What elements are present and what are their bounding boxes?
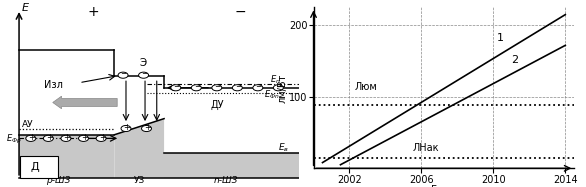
- Polygon shape: [114, 119, 164, 178]
- Text: ЛНак: ЛНак: [413, 143, 439, 153]
- Text: −: −: [235, 82, 241, 91]
- Circle shape: [118, 72, 128, 78]
- Text: −: −: [194, 82, 200, 91]
- Circle shape: [139, 72, 149, 78]
- Text: +: +: [46, 133, 53, 142]
- Circle shape: [43, 135, 53, 141]
- Text: −: −: [255, 82, 261, 91]
- Text: $E_{п}$: $E_{п}$: [270, 73, 281, 86]
- X-axis label: Годы: Годы: [431, 185, 457, 187]
- Text: −: −: [276, 82, 282, 91]
- Circle shape: [233, 85, 243, 91]
- Circle shape: [79, 135, 88, 141]
- Text: +: +: [63, 133, 70, 142]
- Circle shape: [61, 135, 71, 141]
- Circle shape: [171, 85, 180, 91]
- Text: 2: 2: [512, 55, 519, 65]
- Polygon shape: [19, 135, 114, 178]
- Circle shape: [273, 85, 284, 91]
- Text: ДУ: ДУ: [211, 100, 224, 110]
- Text: +: +: [88, 5, 100, 19]
- Circle shape: [96, 135, 106, 141]
- Circle shape: [212, 85, 222, 91]
- Text: $E_{в}$: $E_{в}$: [278, 142, 289, 154]
- Circle shape: [26, 135, 36, 141]
- Text: −: −: [141, 69, 147, 78]
- Text: +: +: [28, 133, 35, 142]
- Y-axis label: лм/Вт: лм/Вт: [277, 73, 287, 103]
- Text: p-ШЗ: p-ШЗ: [46, 176, 71, 185]
- Text: АУ: АУ: [22, 120, 33, 129]
- Text: УЗ: УЗ: [134, 176, 145, 185]
- Circle shape: [192, 85, 202, 91]
- Text: +: +: [98, 133, 105, 142]
- Circle shape: [253, 85, 263, 91]
- Text: Э: Э: [139, 58, 146, 68]
- Text: −: −: [173, 82, 179, 91]
- Text: +: +: [144, 123, 151, 132]
- Text: −: −: [121, 69, 127, 78]
- Bar: [20, 156, 58, 177]
- Circle shape: [142, 125, 151, 132]
- Text: Д: Д: [30, 162, 39, 172]
- Text: n-ШЗ: n-ШЗ: [213, 176, 238, 185]
- Text: +: +: [124, 123, 131, 132]
- Text: +: +: [81, 133, 88, 142]
- Text: −: −: [214, 82, 220, 91]
- Text: Изл: Изл: [44, 80, 63, 90]
- Circle shape: [121, 125, 131, 132]
- Text: Люм: Люм: [355, 82, 377, 92]
- FancyArrow shape: [53, 96, 117, 109]
- Text: 1: 1: [497, 33, 504, 43]
- Polygon shape: [164, 153, 299, 178]
- Text: −: −: [234, 5, 246, 19]
- Text: E: E: [22, 3, 29, 13]
- Text: $E_{Фn}$: $E_{Фn}$: [264, 88, 280, 101]
- Text: $E_{Фр}$: $E_{Фр}$: [6, 133, 22, 146]
